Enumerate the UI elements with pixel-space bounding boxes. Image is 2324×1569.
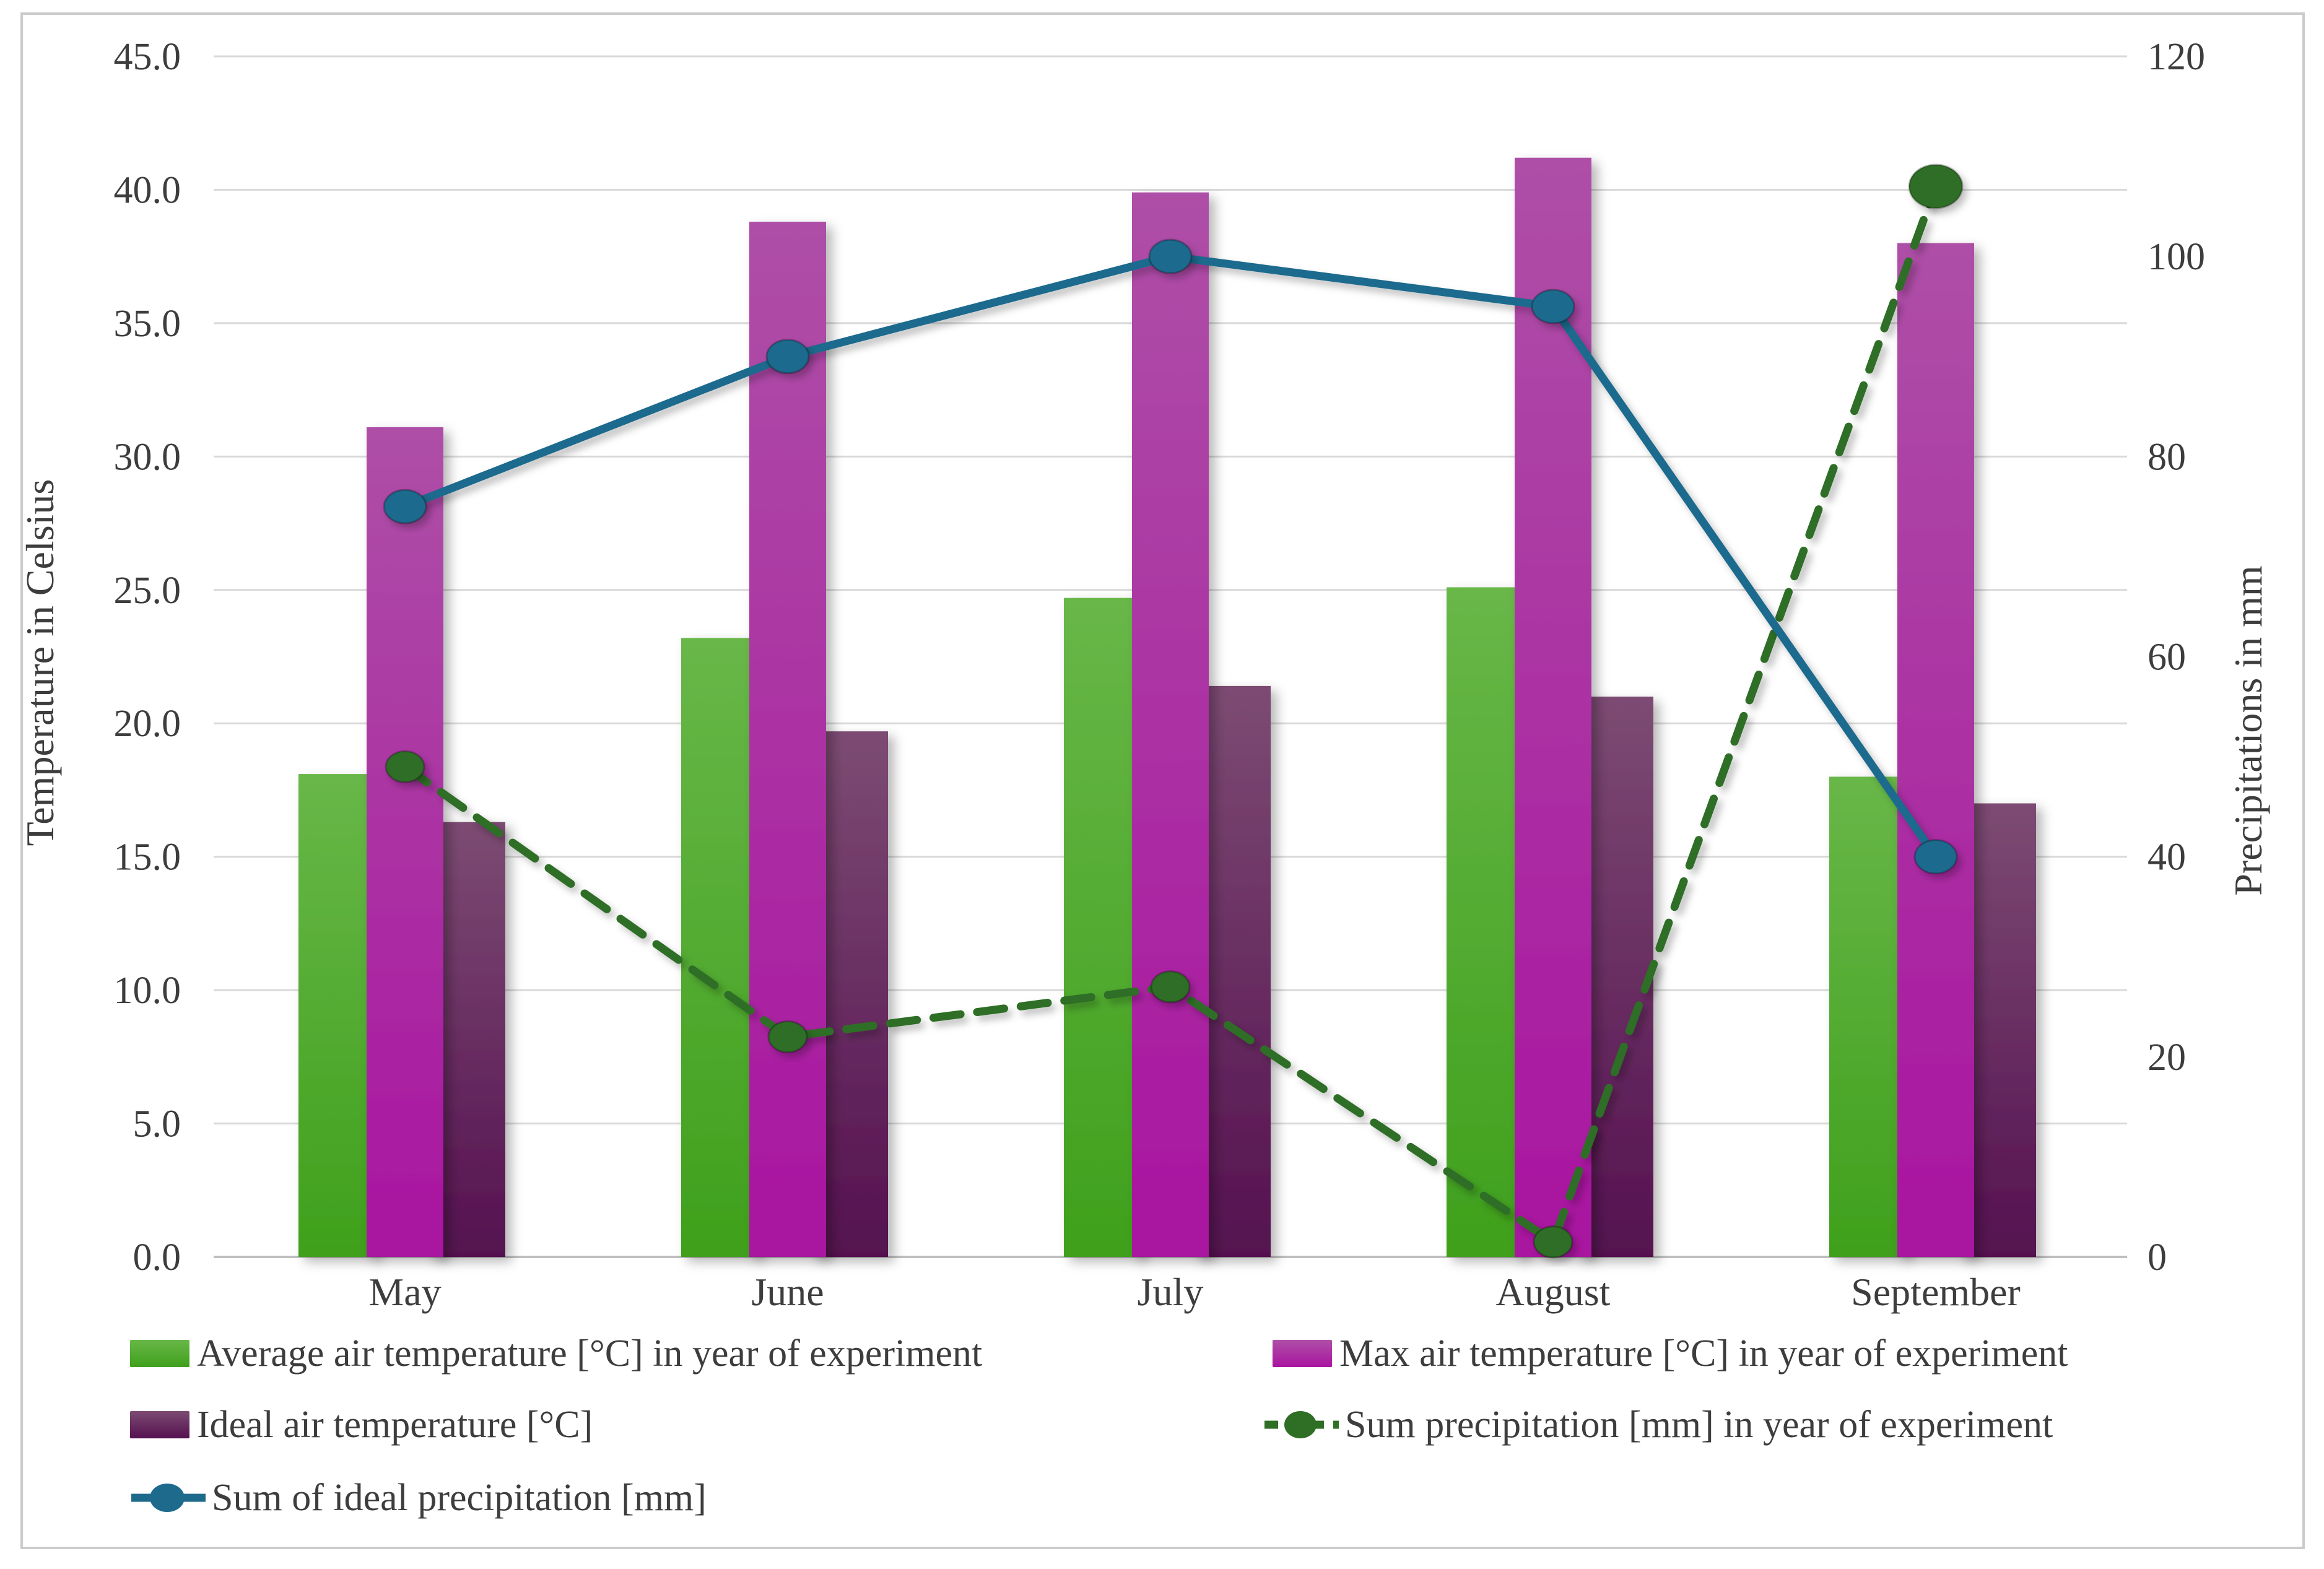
x-axis-label-july: July xyxy=(1138,1270,1204,1314)
left-axis-tick: 40.0 xyxy=(114,169,181,211)
x-axis-label-may: May xyxy=(368,1270,441,1314)
right-axis-title: Precipitations in mm xyxy=(2226,565,2270,895)
legend-item-max-temp: Max air temperature [°C] in year of expe… xyxy=(1273,1329,2068,1378)
bar-series0-september xyxy=(1829,776,1906,1257)
legend-marker-ideal-precipitation-icon xyxy=(131,1484,206,1512)
right-axis-tick: 40 xyxy=(2148,837,2186,879)
left-axis-title: Temperature in Celsius xyxy=(18,479,62,846)
legend-label-max-temp: Max air temperature [°C] in year of expe… xyxy=(1339,1332,2068,1375)
legend-label-sum-precipitation: Sum precipitation [mm] in year of experi… xyxy=(1345,1404,2053,1446)
legend-swatch-average-temp xyxy=(130,1340,189,1367)
left-axis-tick: 45.0 xyxy=(114,36,181,78)
right-axis-tick: 120 xyxy=(2148,36,2205,78)
legend-label-ideal-precipitation: Sum of ideal precipitation [mm] xyxy=(212,1477,707,1519)
left-axis-tick: 20.0 xyxy=(114,703,181,745)
legend-item-sum-precipitation: Sum precipitation [mm] in year of experi… xyxy=(1263,1401,2053,1449)
bar-series1-september xyxy=(1897,243,1974,1258)
marker-series0-august xyxy=(1533,1225,1573,1259)
marker-series1-june xyxy=(765,339,810,375)
bar-series0-august xyxy=(1447,587,1523,1257)
marker-series1-august xyxy=(1531,289,1575,324)
bar-series0-may xyxy=(298,774,375,1257)
x-axis-label-september: September xyxy=(1851,1270,2021,1314)
legend-item-ideal-temp: Ideal air temperature [°C] xyxy=(130,1401,593,1449)
legend-item-ideal-precipitation: Sum of ideal precipitation [mm] xyxy=(130,1474,707,1522)
legend-label-ideal-temp: Ideal air temperature [°C] xyxy=(197,1404,593,1446)
bar-series1-june xyxy=(749,222,826,1257)
right-axis-tick: 0 xyxy=(2148,1237,2167,1279)
left-axis-tick: 25.0 xyxy=(114,570,181,612)
legend-marker-sum-precipitation-icon xyxy=(1264,1411,1339,1438)
marker-series1-september xyxy=(1913,839,1958,875)
marker-series1-may xyxy=(383,489,427,524)
legend-label-average-temp: Average air temperature [°C] in year of … xyxy=(197,1332,983,1375)
left-axis-tick: 5.0 xyxy=(133,1103,181,1145)
bar-series0-july xyxy=(1064,598,1141,1257)
bar-series1-july xyxy=(1132,192,1209,1258)
left-axis-tick: 35.0 xyxy=(114,303,181,345)
x-axis-label-august: August xyxy=(1496,1270,1611,1314)
right-axis-tick: 20 xyxy=(2148,1037,2186,1079)
marker-series0-june xyxy=(767,1020,808,1054)
left-axis-tick: 15.0 xyxy=(114,837,181,879)
right-axis-tick: 80 xyxy=(2148,436,2186,478)
marker-series0-may xyxy=(385,750,425,783)
left-axis-tick: 30.0 xyxy=(114,436,181,478)
right-axis-tick: 100 xyxy=(2148,236,2205,278)
legend-item-average-temp: Average air temperature [°C] in year of … xyxy=(130,1329,982,1378)
marker-series0-july xyxy=(1150,970,1191,1004)
left-axis-tick: 10.0 xyxy=(114,970,181,1012)
left-axis-tick: 0.0 xyxy=(133,1237,181,1279)
x-axis-label-june: June xyxy=(751,1270,824,1314)
right-axis-tick: 60 xyxy=(2148,637,2186,679)
marker-series1-july xyxy=(1148,238,1193,274)
bar-series0-june xyxy=(681,638,758,1257)
marker-series0-september xyxy=(1908,163,1964,209)
legend-swatch-max-temp xyxy=(1273,1340,1332,1367)
bar-series1-may xyxy=(367,427,443,1257)
legend-swatch-ideal-temp xyxy=(130,1411,189,1438)
